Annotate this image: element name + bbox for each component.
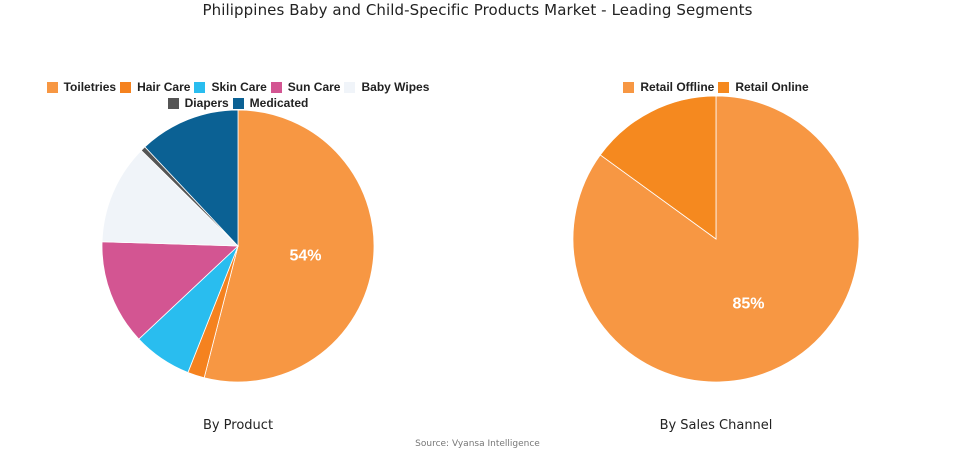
legend-item-hair-care[interactable]: Hair Care [120,80,190,94]
legend-label: Baby Wipes [361,80,430,94]
legend-swatch [194,81,206,93]
pie-slice-retail-online [599,95,717,240]
legend-label: Sun Care [287,80,341,94]
chart-title: Philippines Baby and Child-Specific Prod… [202,1,753,19]
legend-label: Diapers [184,96,229,110]
legend-item-skin-care[interactable]: Skin Care [194,80,267,94]
legend-swatch [46,81,58,93]
subtitle-by-sales-channel: By Sales Channel [659,418,773,433]
source-note: Source: Vyansa Intelligence [415,439,540,449]
legend-item-sun-care[interactable]: Sun Care [270,80,341,94]
legend-by-product: Toiletries Hair Care Skin Care Sun Care Baby… [18,80,458,110]
legend-label: Retail Online [735,80,809,94]
legend-swatch [718,81,730,93]
legend-item-toiletries[interactable]: Toiletries [46,80,117,94]
legend-swatch [623,81,635,93]
legend-item-baby-wipes[interactable]: Baby Wipes [344,80,429,94]
pie-slice-toiletries [203,109,375,383]
pie-slice-retail-offline [572,95,860,383]
legend-label: Toiletries [63,80,117,94]
data-label-retail-offline: 85% [732,296,764,313]
legend-swatch [120,81,132,93]
legend-label: Medicated [249,96,309,110]
legend-swatch [344,81,356,93]
subtitle-by-product: By Product [202,418,274,433]
data-label-toiletries: 54% [289,248,321,265]
legend-label: Skin Care [211,80,267,94]
pie-slice-medicated [144,109,239,248]
legend-swatch [167,97,179,109]
legend-swatch [232,97,244,109]
legend-item-diapers[interactable]: Diapers [167,96,229,110]
pie-slice-baby-wipes [101,149,240,247]
legend-item-retail-online[interactable]: Retail Online [718,80,809,94]
pie-slice-sun-care [101,241,239,340]
legend-by-sales-channel: Retail Offline Retail Online [566,80,866,94]
legend-swatch [270,81,282,93]
legend-label: Retail Offline [640,80,715,94]
legend-item-retail-offline[interactable]: Retail Offline [623,80,714,94]
legend-label: Hair Care [137,80,191,94]
legend-item-medicated[interactable]: Medicated [232,96,309,110]
